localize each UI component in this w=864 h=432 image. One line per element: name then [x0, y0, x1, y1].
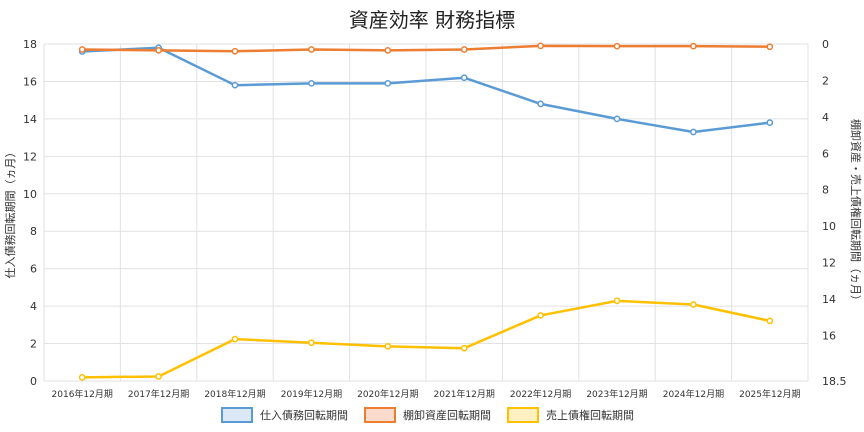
y-right-tick-label: 2: [822, 74, 829, 87]
series: [78, 42, 774, 381]
x-tick-label: 2024年12月期: [663, 388, 724, 400]
data-point: [613, 115, 621, 123]
legend-label: 仕入債務回転期間: [260, 408, 348, 422]
data-point: [231, 335, 239, 343]
x-tick-label: 2019年12月期: [281, 388, 342, 400]
data-point: [537, 42, 544, 50]
y-left-tick-label: 0: [30, 375, 37, 388]
y-left-tick-label: 8: [30, 225, 37, 238]
y-right-tick-label: 16: [822, 329, 836, 342]
y-right-axis-title: 棚卸資産・売上債権回転期間（ヵ月）: [849, 119, 863, 306]
x-tick-label: 2020年12月期: [357, 388, 418, 400]
data-point: [460, 74, 468, 82]
series-line-2: [82, 44, 770, 53]
axes: 0 2 4 6 8 10 12 14 16 18 0 2 4 6 8 10 12 14 16 18.5 2016年12月…: [3, 38, 863, 400]
data-point: [766, 119, 774, 126]
legend-label: 売上債権回転期間: [546, 408, 634, 422]
y-right-tick-label: 4: [822, 111, 829, 124]
y-right-tick-label: 14: [822, 293, 836, 306]
y-left-tick-label: 16: [23, 75, 37, 88]
y-right-tick-label: 0: [822, 38, 829, 51]
data-point: [384, 343, 392, 350]
data-point: [384, 47, 392, 54]
data-point: [308, 339, 315, 347]
data-point: [690, 128, 697, 136]
data-point: [231, 47, 239, 55]
y-left-tick-label: 10: [23, 188, 37, 201]
grid: [43, 43, 809, 382]
chart-title: 資産効率 財務指標: [349, 8, 515, 32]
x-tick-label: 2018年12月期: [204, 388, 265, 400]
x-tick-label: 2016年12月期: [52, 388, 113, 400]
y-right-tick-label: 18.5: [822, 375, 847, 388]
data-point: [78, 46, 86, 53]
legend-swatch: [507, 407, 539, 423]
legend: 仕入債務回転期間 棚卸資産回転期間 売上債権回転期間: [221, 407, 634, 423]
data-point: [766, 43, 774, 51]
legend-label: 棚卸資産回転期間: [403, 408, 491, 422]
data-point: [308, 46, 315, 53]
y-left-tick-label: 14: [23, 113, 37, 126]
data-point: [537, 312, 544, 319]
y-right-tick-label: 12: [822, 257, 836, 270]
x-tick-label: 2022年12月期: [510, 388, 571, 400]
series-line-3: [82, 299, 771, 379]
series-line-1: [82, 46, 770, 134]
y-left-tick-label: 18: [23, 38, 37, 51]
legend-swatch: [364, 407, 396, 423]
y-right-tick-label: 6: [822, 147, 829, 160]
x-tick-label: 2021年12月期: [434, 388, 495, 400]
data-point: [155, 373, 162, 380]
x-tick-label: 2017年12月期: [128, 388, 189, 400]
data-point: [384, 79, 392, 87]
y-left-tick-label: 12: [23, 150, 37, 163]
data-point: [613, 297, 621, 305]
data-point: [308, 79, 315, 87]
y-left-tick-label: 4: [30, 300, 37, 313]
data-point: [613, 42, 621, 50]
y-right-tick-label: 10: [822, 220, 836, 233]
y-right-tick-label: 8: [822, 184, 829, 197]
data-point: [78, 374, 86, 381]
data-point: [155, 47, 162, 54]
x-tick-label: 2025年12月期: [739, 388, 800, 400]
data-point: [690, 42, 697, 50]
data-point: [690, 301, 697, 308]
data-point: [460, 344, 468, 352]
data-point: [231, 81, 239, 89]
legend-swatch: [221, 407, 253, 423]
y-left-axis-title: 仕入債務回転期間（ヵ月）: [3, 147, 17, 279]
x-tick-label: 2023年12月期: [586, 388, 647, 400]
y-left-tick-label: 6: [30, 263, 37, 276]
data-point: [766, 317, 774, 325]
y-left-tick-label: 2: [30, 338, 37, 351]
data-point: [537, 100, 544, 108]
data-point: [460, 46, 468, 53]
